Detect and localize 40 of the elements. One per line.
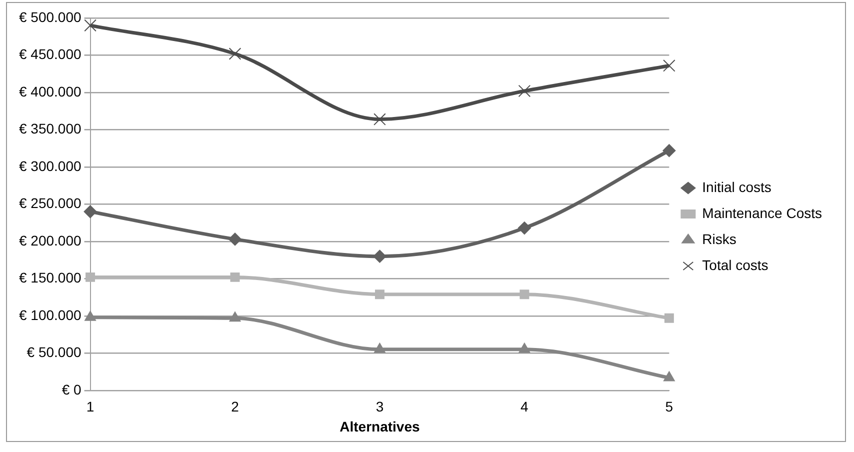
y-tick-label: € 300.000 — [18, 158, 82, 174]
y-tick-label: € 50.000 — [26, 344, 82, 360]
x-tick-label: 2 — [231, 398, 240, 415]
point — [229, 312, 241, 322]
point — [228, 232, 242, 246]
legend-label: Maintenance Costs — [702, 204, 822, 221]
point — [374, 342, 386, 353]
x-tick-label: 4 — [520, 398, 529, 415]
point — [664, 313, 674, 323]
y-tick-label: € 100.000 — [18, 306, 82, 323]
point — [518, 342, 530, 353]
y-tick-label: € 150.000 — [18, 270, 82, 286]
y-tick-label: € 500.000 — [18, 8, 82, 25]
legend-label: Risks — [702, 230, 736, 247]
point — [374, 290, 384, 300]
point — [374, 113, 386, 126]
point — [373, 250, 386, 263]
point — [663, 371, 675, 382]
point — [230, 272, 240, 282]
point — [518, 84, 531, 98]
y-tick-label: € 250.000 — [18, 195, 82, 212]
y-tick-label: € 0 — [62, 381, 82, 398]
x-tick-label: 3 — [376, 398, 384, 415]
y-tick-label: € 350.000 — [18, 120, 82, 137]
legend-label: Initial costs — [702, 178, 772, 195]
x-axis-title: Alternatives — [340, 418, 420, 434]
y-tick-label: € 450.000 — [18, 46, 82, 62]
point — [520, 290, 530, 300]
point — [84, 205, 97, 218]
x-tick-label: 5 — [665, 398, 674, 415]
legend-label: Total costs — [702, 256, 768, 273]
point — [84, 19, 96, 32]
point — [228, 48, 242, 60]
x-tick-label: 1 — [86, 398, 94, 415]
y-tick-label: € 200.000 — [18, 232, 82, 248]
point — [84, 310, 96, 321]
y-tick-label: € 400.000 — [18, 83, 82, 100]
point — [662, 144, 676, 158]
point — [518, 222, 531, 235]
point — [663, 60, 676, 72]
